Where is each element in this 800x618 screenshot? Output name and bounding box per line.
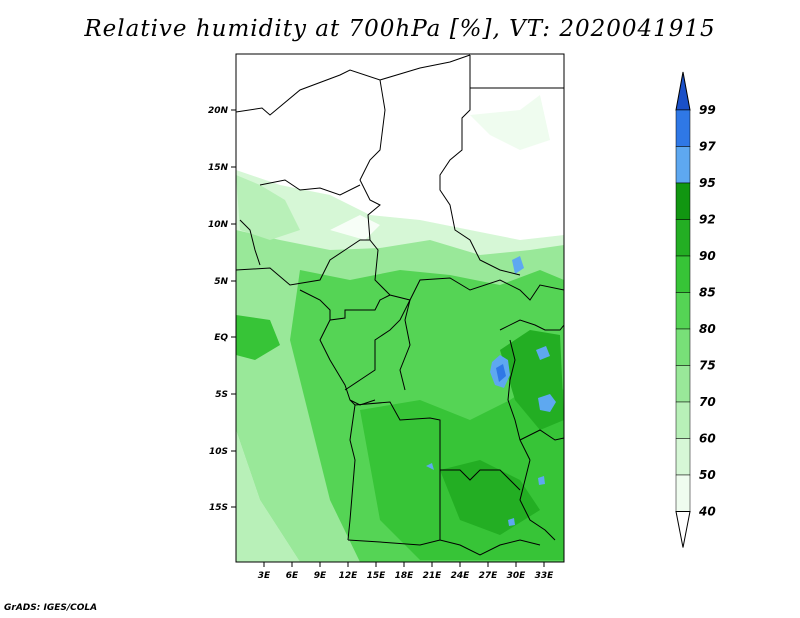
y-tick-label: EQ <box>214 333 228 343</box>
y-tick-label: 10N <box>208 220 229 230</box>
colorbar-label: 70 <box>699 395 716 409</box>
field-saturated-victoria <box>536 346 550 360</box>
colorbar-label: 95 <box>699 176 716 190</box>
x-tick-label: 24E <box>451 571 471 581</box>
field-saturated-south-1 <box>426 463 434 470</box>
colorbar-bottom-arrow <box>675 511 691 548</box>
x-tick-label: 18E <box>395 571 415 581</box>
colorbar-label: 90 <box>699 249 716 263</box>
y-tick-label: 5S <box>215 390 228 400</box>
field-saturated-south-2 <box>538 476 545 485</box>
colorbar-segment <box>675 438 691 476</box>
y-axis: 20N 15N 10N 5N EQ 5S 10S 15S <box>208 106 236 513</box>
humidity-field <box>236 54 564 562</box>
field-very-high-west <box>236 315 280 360</box>
x-tick-label: 6E <box>286 571 299 581</box>
field-sw-light <box>236 430 300 562</box>
field-north-west-green <box>236 175 300 240</box>
field-very-high-south <box>440 460 540 535</box>
colorbar-segment <box>675 146 691 184</box>
colorbar-segment <box>675 365 691 403</box>
x-tick-label: 15E <box>367 571 387 581</box>
colorbar-segment <box>675 328 691 366</box>
field-saturated-kivu-core <box>496 364 506 382</box>
chart-title: Relative humidity at 700hPa [%], VT: 202… <box>84 16 716 42</box>
colorbar-label: 75 <box>699 359 716 373</box>
colorbar-segment <box>675 292 691 330</box>
colorbar-segment <box>675 401 691 439</box>
x-tick-label: 33E <box>535 571 555 581</box>
x-tick-label: 12E <box>339 571 359 581</box>
y-tick-label: 20N <box>208 106 229 116</box>
y-tick-label: 15S <box>209 503 228 513</box>
colorbar-label: 99 <box>699 103 716 117</box>
colorbar-segment <box>675 182 691 220</box>
x-tick-label: 30E <box>507 571 527 581</box>
credit-label: GrADS: IGES/COLA <box>4 603 98 613</box>
colorbar-label: 85 <box>699 286 716 300</box>
y-tick-label: 5N <box>214 277 228 287</box>
colorbar-label: 60 <box>699 432 716 446</box>
x-tick-label: 3E <box>258 571 271 581</box>
field-sahel-white <box>330 215 380 240</box>
colorbar-segment <box>675 109 691 147</box>
colorbar-top-arrow <box>675 71 691 111</box>
colorbar-label: 40 <box>698 505 716 519</box>
x-axis: 3E 6E 9E 12E 15E 18E 21E 24E 27E 30E 33E <box>258 562 554 581</box>
field-saturated-ethiopia <box>512 256 524 274</box>
country-borders <box>236 54 564 556</box>
colorbar-segment <box>675 219 691 257</box>
field-north-light <box>470 95 550 150</box>
x-tick-label: 9E <box>314 571 327 581</box>
colorbar-label: 92 <box>699 213 716 227</box>
colorbar: 99 97 95 92 90 85 80 75 70 60 50 40 <box>675 71 716 548</box>
field-saturated-tanzania <box>538 394 556 412</box>
y-tick-label: 10S <box>209 447 228 457</box>
y-tick-label: 15N <box>208 163 229 173</box>
colorbar-segment <box>675 255 691 293</box>
field-saturated-south-3 <box>508 518 515 526</box>
map-frame <box>235 53 565 563</box>
colorbar-label: 97 <box>699 140 716 154</box>
x-tick-label: 21E <box>423 571 443 581</box>
x-tick-label: 27E <box>479 571 499 581</box>
colorbar-segment <box>675 474 691 512</box>
colorbar-label: 80 <box>699 322 716 336</box>
colorbar-label: 50 <box>699 468 716 482</box>
